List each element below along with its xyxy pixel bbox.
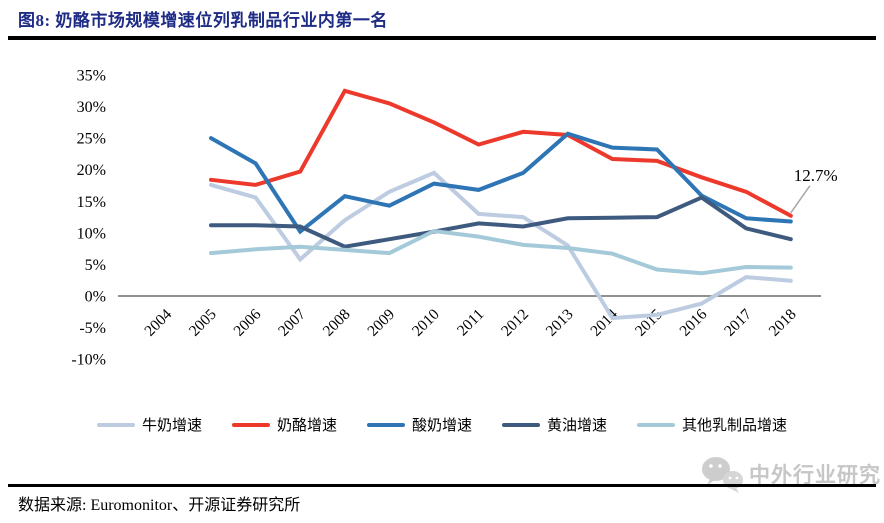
x-axis-label: 2013	[543, 306, 577, 340]
legend-item-cheese-growth: 奶酪增速	[231, 414, 337, 435]
title-divider	[8, 36, 876, 40]
legend-swatch-milk-growth	[96, 422, 135, 427]
legend-label-cheese-growth: 奶酪增速	[276, 418, 337, 434]
x-axis-label: 2017	[721, 306, 755, 340]
footer-divider	[8, 484, 876, 487]
annotation-leader-line	[790, 185, 811, 214]
x-axis-label: 2011	[454, 306, 488, 340]
x-axis-label: 2005	[186, 306, 220, 340]
y-axis-label: 25%	[77, 131, 106, 148]
y-axis-label: 30%	[77, 99, 106, 116]
legend-swatch-cheese-growth	[231, 422, 270, 427]
legend-label-milk-growth: 牛奶增速	[141, 418, 202, 434]
x-axis-label: 2015	[632, 306, 666, 340]
x-axis-label: 2018	[766, 306, 800, 340]
legend-item-other-dairy-growth: 其他乳制品增速	[637, 414, 787, 435]
legend-item-milk-growth: 牛奶增速	[96, 414, 202, 435]
legend-item-butter-growth: 黄油增速	[502, 414, 607, 435]
series-line-other-dairy-growth	[209, 228, 793, 276]
x-axis-label: 2010	[409, 306, 443, 340]
growth-line-chart: 35% 30% 25% 20% 15% 10% 5% 0% -5% -10% 2004 2005 200…	[71, 67, 838, 369]
figure-title: 图8: 奶酪市场规模增速位列乳制品行业内第一名	[18, 11, 388, 30]
y-axis-label: 5%	[85, 257, 106, 274]
series-line-butter-growth	[209, 195, 793, 249]
x-axis-label: 2012	[498, 306, 532, 340]
y-axis-label: 0%	[85, 289, 106, 306]
annotation-label: 12.7%	[794, 166, 838, 185]
series-line-cheese-growth	[209, 88, 793, 218]
chart-legend: 牛奶增速 奶酪增速 酸奶增速 黄油增速 其他乳制品增速	[0, 414, 884, 435]
legend-swatch-other-dairy-growth	[637, 422, 676, 427]
legend-label-butter-growth: 黄油增速	[547, 418, 608, 434]
y-axis-label: -5%	[79, 320, 106, 337]
y-axis-label: 15%	[77, 194, 106, 211]
x-axis-label: 2014	[587, 306, 621, 340]
x-axis-label: 2006	[230, 306, 264, 340]
chat-bubbles-icon	[702, 457, 743, 493]
x-axis-label: 2016	[676, 306, 710, 340]
y-axis-label: 35%	[77, 67, 106, 84]
x-axis-label: 2008	[320, 306, 354, 340]
x-axis-label: 2004	[141, 306, 175, 340]
legend-swatch-yogurt-growth	[366, 422, 405, 427]
legend-item-yogurt-growth: 酸奶增速	[366, 414, 472, 435]
legend-label-other-dairy-growth: 其他乳制品增速	[682, 418, 788, 434]
y-axis-label: 20%	[77, 162, 106, 179]
y-axis-label: 10%	[77, 225, 106, 242]
data-source-note: 数据来源: Euromonitor、开源证券研究所	[18, 497, 301, 514]
watermark-text: 中外行业研究	[749, 463, 881, 487]
x-axis-label: 2009	[364, 306, 398, 340]
series-line-milk-growth	[209, 170, 793, 321]
legend-swatch-butter-growth	[502, 422, 540, 427]
y-axis-label: -10%	[71, 352, 106, 369]
series-line-yogurt-growth	[209, 131, 793, 235]
x-axis-label: 2007	[275, 306, 309, 340]
watermark: 中外行业研究	[700, 454, 881, 494]
legend-label-yogurt-growth: 酸奶增速	[411, 418, 472, 434]
